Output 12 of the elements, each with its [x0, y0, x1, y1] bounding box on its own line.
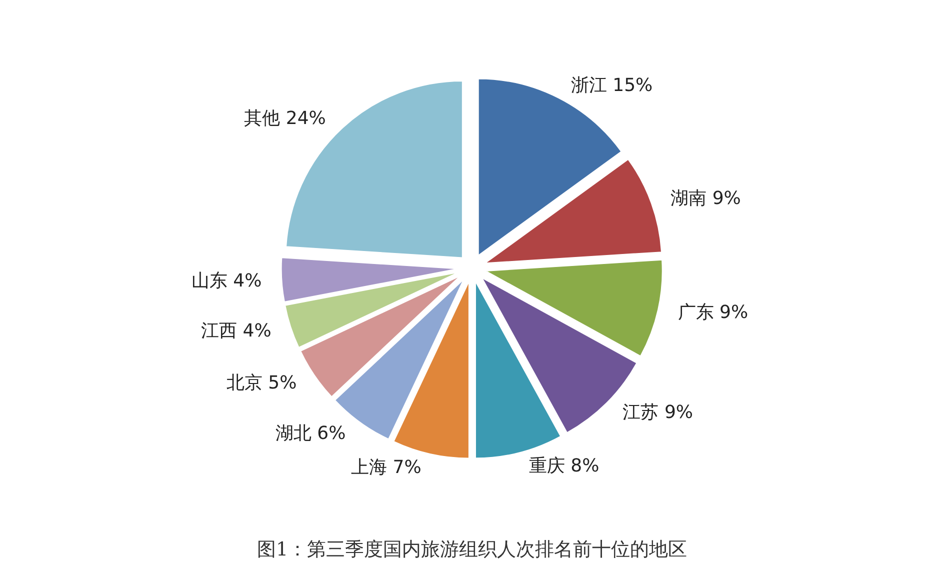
slice-label: 其他 24% [244, 108, 326, 130]
slice-label: 湖南 9% [670, 188, 741, 210]
slice-label: 北京 5% [226, 372, 297, 394]
slice-label: 山东 4% [191, 270, 262, 292]
slice-label: 重庆 8% [528, 456, 600, 477]
slice-label: 江苏 9% [622, 402, 694, 424]
slice-label: 广东 9% [678, 302, 748, 324]
slice-label: 江西 4% [201, 320, 272, 342]
slice-label: 上海 7% [351, 457, 422, 478]
slice-label: 浙江 15% [570, 75, 653, 96]
slice-label: 湖北 6% [275, 423, 346, 444]
text: 图1：第三季度国内旅游组织人次排名前十位的地区 [256, 538, 688, 560]
